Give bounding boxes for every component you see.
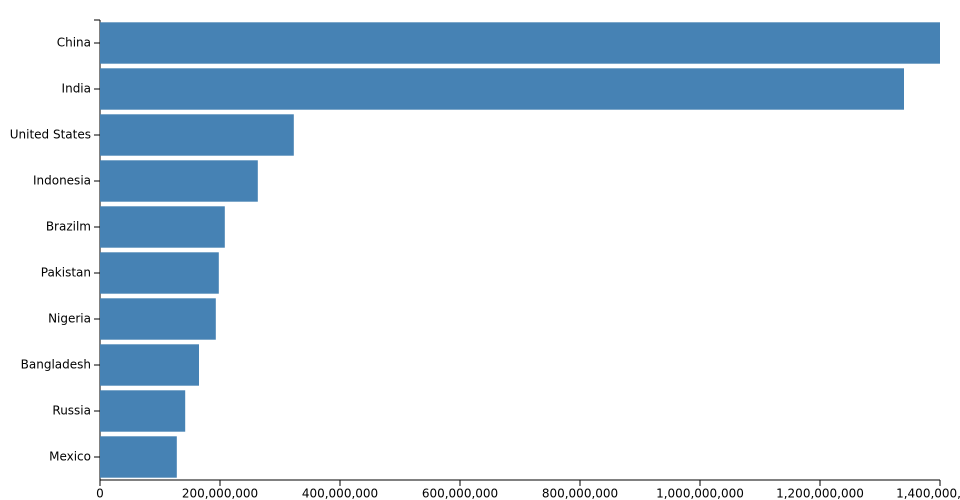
x-tick-label: 0 [96,487,104,500]
y-tick-label: Mexico [49,450,91,464]
bar [100,68,904,110]
x-tick-label: 1,200,000,000 [776,487,864,500]
y-tick-label: Pakistan [41,266,91,280]
bar [100,206,225,248]
bar [100,436,177,478]
x-tick-label: 1,000,000,000 [656,487,744,500]
y-tick-label: Nigeria [48,312,91,326]
bar [100,344,199,386]
y-tick-label: United States [10,128,91,142]
bar [100,160,258,202]
x-tick-label: 800,000,000 [542,487,618,500]
bar [100,298,216,340]
x-tick-label: 600,000,000 [422,487,498,500]
y-tick-label: India [62,82,91,96]
bar [100,252,219,294]
x-tick-label: 1,400,000,000 [896,487,960,500]
bar [100,114,294,156]
y-tick-label: China [57,36,91,50]
bar [100,390,186,432]
y-tick-label: Russia [52,404,91,418]
y-tick-label: Brazilm [46,220,91,234]
y-tick-label: Indonesia [33,174,91,188]
bar [100,22,940,64]
y-tick-label: Bangladesh [21,358,91,372]
x-tick-label: 400,000,000 [302,487,378,500]
x-tick-label: 200,000,000 [182,487,258,500]
